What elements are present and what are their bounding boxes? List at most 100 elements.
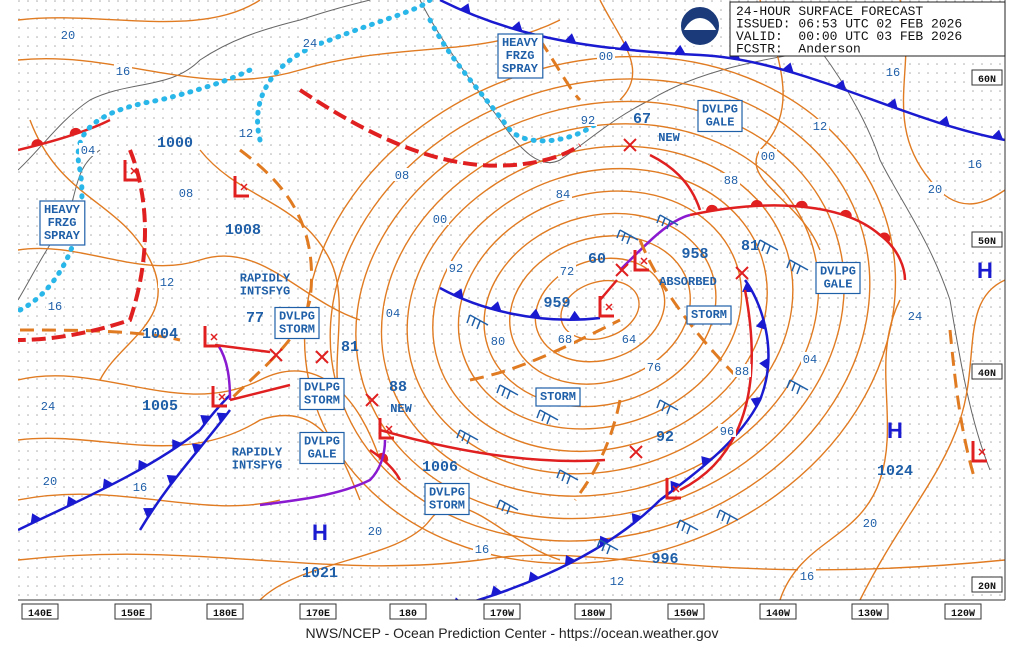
lon-label-box (667, 603, 705, 620)
high-symbol: H (977, 258, 993, 283)
storm-track (214, 343, 271, 354)
front-symbol (840, 209, 852, 218)
isobar-label-bg (114, 64, 132, 77)
front-symbol (631, 513, 643, 524)
ice-limit (18, 149, 147, 342)
isobar-label-bg (554, 187, 572, 200)
trough (228, 148, 313, 402)
forecast-position (365, 393, 379, 407)
warning-label: STORM (686, 305, 732, 325)
front-symbol (706, 204, 719, 212)
front-symbol (69, 127, 82, 136)
label-line: STORM (304, 394, 340, 408)
isobar-label: 16 (133, 481, 147, 495)
longitude-label: 180E (213, 609, 237, 620)
front-symbol (673, 44, 686, 55)
low-pressure: 1008 (225, 222, 261, 239)
wind-barb (656, 399, 679, 415)
footer: NWS/NCEP - Ocean Prediction Center - htt… (306, 625, 719, 641)
wind-barb (676, 519, 699, 535)
isobar-label: 04 (803, 353, 817, 367)
low-center (240, 183, 248, 191)
forecast-position (315, 350, 329, 364)
front-symbol (599, 535, 610, 547)
front-symbol (31, 139, 44, 147)
isobar-label-bg (158, 275, 176, 288)
isobar-label-bg (579, 113, 597, 126)
wind-barb (456, 429, 479, 445)
warning-box (535, 387, 581, 407)
label-line: DVLPG (304, 381, 340, 395)
isobar-label-bg (798, 569, 816, 582)
isobar-label-bg (558, 264, 576, 277)
low-pressure: 996 (651, 551, 678, 568)
isobar-label: 08 (395, 169, 409, 183)
isobar-label: 68 (558, 333, 572, 347)
longitude-label: 150E (121, 609, 145, 620)
front-symbol (701, 456, 712, 467)
front-symbol (490, 585, 503, 597)
lat-label-box (971, 363, 1003, 380)
lon-label-box (114, 603, 152, 620)
ice-limit (298, 88, 582, 168)
forecast-position (615, 263, 629, 277)
isobar-label-bg (597, 49, 615, 62)
isobar-label-bg (966, 157, 984, 170)
isobar-label: 12 (239, 127, 253, 141)
isobar (534, 257, 666, 363)
lon-label-box (483, 603, 521, 620)
low-symbol (123, 160, 139, 182)
low-center (605, 303, 613, 311)
isobar (432, 167, 768, 453)
front-symbol (172, 439, 183, 451)
front-symbol (564, 33, 577, 44)
front-symbol (782, 62, 794, 73)
isobar-label-bg (608, 574, 626, 587)
header-box (729, 1, 1006, 57)
low-pressure: 77 (246, 310, 264, 327)
low-center (672, 485, 680, 493)
isobar-label-bg (39, 399, 57, 412)
warning-box (815, 261, 861, 295)
isobar-label-bg (733, 364, 751, 377)
wind-barb (496, 499, 519, 515)
low-center (218, 393, 226, 401)
isobar (18, 247, 361, 321)
note-label: ABSORBED (659, 275, 717, 289)
label-line: GALE (308, 448, 337, 462)
isobars (18, 0, 1005, 600)
front-symbol (759, 357, 769, 370)
isobar-label: 84 (556, 188, 570, 202)
isobar (560, 279, 640, 341)
label-line: INTSFYG (240, 285, 290, 299)
low-center (385, 425, 393, 433)
isobar-label: 08 (179, 187, 193, 201)
wind-barb (786, 379, 809, 395)
label-line: FRZG (506, 49, 535, 63)
longitude-label: 140W (766, 609, 790, 620)
warning-box (424, 482, 470, 516)
isobar-label-bg (811, 119, 829, 132)
front-symbol (528, 571, 540, 583)
map-layer (18, 0, 1005, 600)
forecast-position (269, 348, 283, 362)
front-symbol (938, 115, 950, 127)
low-center (978, 448, 986, 456)
warm-front (369, 448, 402, 481)
isobar-label: 12 (813, 120, 827, 134)
storm-track (649, 153, 702, 211)
header-line: ISSUED: 06:53 UTC 02 FEB 2026 (736, 17, 962, 32)
front-symbol (166, 475, 178, 486)
isobar-label: 24 (303, 37, 317, 51)
isobar-label: 16 (116, 65, 130, 79)
front-symbol (755, 318, 767, 330)
low-center (210, 333, 218, 341)
lon-label-box (21, 603, 59, 620)
lon-label-box (851, 603, 889, 620)
isobar-label: 12 (160, 276, 174, 290)
low-pressure: 1005 (142, 398, 178, 415)
isobar-label: 16 (968, 158, 982, 172)
